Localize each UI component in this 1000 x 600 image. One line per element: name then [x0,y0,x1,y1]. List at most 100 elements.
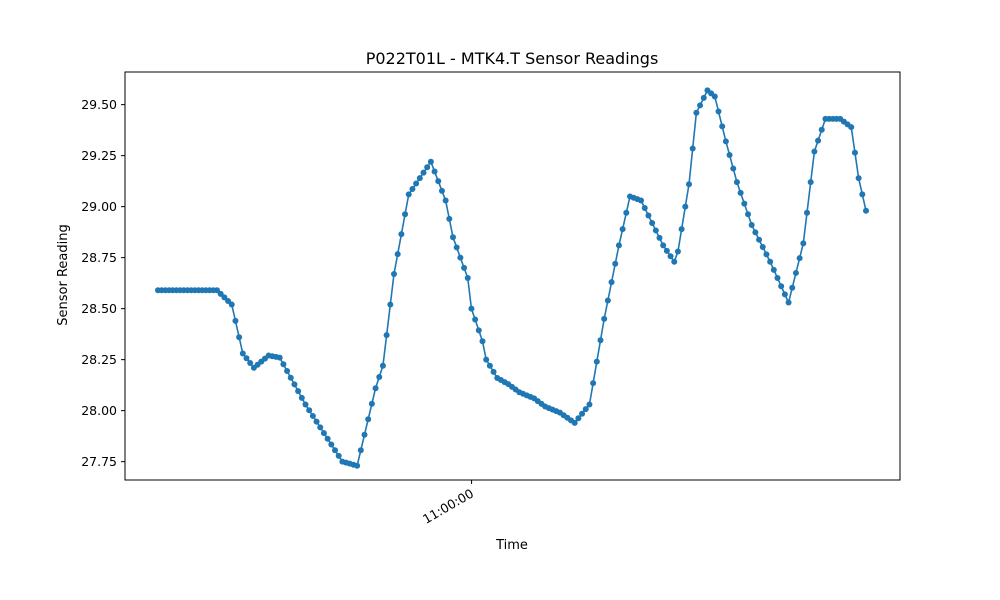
data-point [619,226,626,233]
data-point [652,227,659,234]
y-tick-label: 29.50 [81,97,117,112]
y-tick-label: 28.00 [81,403,117,418]
data-point [383,332,390,339]
data-point [671,258,678,265]
data-point [818,126,825,133]
series-line [158,89,867,467]
data-point [276,354,283,361]
data-point [730,165,737,172]
data-point [789,284,796,291]
data-point [225,297,232,304]
y-tick-label: 27.75 [81,454,117,469]
x-axis-label: Time [495,538,528,553]
data-point [781,291,788,298]
data-point [438,187,445,194]
y-tick-label: 29.25 [81,148,117,163]
data-point [221,294,228,301]
data-point [641,205,648,211]
data-point [317,424,324,431]
data-point [737,189,744,196]
data-point [623,209,630,216]
data-point [239,350,246,357]
data-point [571,419,578,426]
data-point [848,124,855,131]
data-point [217,290,224,297]
data-point [770,266,777,273]
data-point [490,368,497,375]
data-point [468,305,475,312]
data-point [361,431,368,438]
data-point [335,452,342,459]
data-point [402,211,409,218]
data-point [372,385,379,392]
data-point [851,149,858,156]
data-point [601,315,608,322]
data-point [796,255,803,262]
data-point [332,447,338,454]
data-point [590,380,597,387]
data-point [612,260,619,267]
data-point [649,219,656,226]
data-point [719,123,726,130]
data-point [424,164,431,171]
data-point [715,108,722,115]
data-point [376,373,383,380]
data-point [774,275,781,282]
data-point [792,269,799,276]
plot-frame [124,71,901,481]
data-point [778,283,785,290]
data-point [815,137,822,144]
data-point [785,299,792,306]
data-point [767,258,774,265]
data-point [800,240,807,247]
y-tick-label: 28.25 [81,352,117,367]
data-point [638,197,645,204]
data-point [863,207,869,214]
data-point [457,254,464,261]
data-point [291,381,298,388]
data-point [733,179,740,186]
data-point [859,191,866,198]
data-point [697,102,704,109]
data-point [309,412,316,419]
data-point [464,275,471,282]
data-point [693,109,700,116]
data-point [328,441,335,448]
data-point [354,462,361,469]
data-point [678,226,685,233]
data-point [804,209,810,216]
data-point [472,316,479,323]
data-point [313,418,320,425]
data-point [486,362,493,369]
data-point [756,236,763,243]
data-point [722,138,729,145]
data-point [811,148,818,155]
data-point [295,388,302,395]
x-axis: 11:00:00 [420,480,476,527]
data-point [357,447,364,454]
data-point [748,222,755,228]
data-point [597,337,604,344]
data-point [450,234,456,241]
data-point [232,317,239,324]
data-point [214,287,220,294]
data-point [660,242,667,249]
data-point [689,145,696,152]
data-point [582,406,589,413]
data-point [228,301,235,308]
data-point [416,175,423,182]
data-point [387,301,394,308]
data-point [855,175,862,182]
data-point [368,400,375,407]
data-point [483,356,490,363]
data-point [615,242,622,249]
y-axis-label: Sensor Reading [56,224,71,325]
data-point [575,415,582,422]
data-point [461,264,468,271]
y-tick-label: 28.75 [81,250,117,265]
data-point [608,279,615,286]
data-point [741,200,748,207]
data-point [686,181,692,188]
data-point [284,368,291,375]
